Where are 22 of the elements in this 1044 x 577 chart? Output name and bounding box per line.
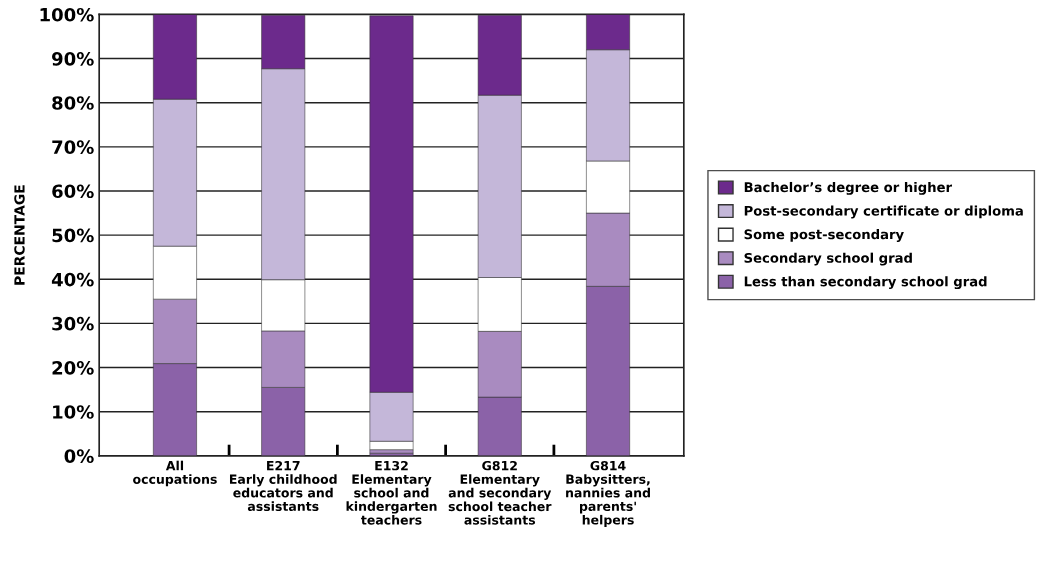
y-tick-label: 30%: [52, 316, 94, 331]
y-tick-label: 100%: [40, 7, 94, 22]
x-tick-label: All occupations: [133, 460, 217, 487]
y-tick-label: 50%: [52, 228, 94, 243]
y-tick-label: 90%: [52, 52, 94, 66]
y-tick-label: 70%: [52, 140, 94, 154]
legend-label: Some post-secondary: [744, 229, 904, 242]
x-tick-label: E217 Early childhood educators and assistants: [230, 460, 337, 512]
legend-label: Post-secondary certificate or diploma: [744, 205, 1023, 219]
x-tick-label: G814 Babysitters, nannies and parents' helpers: [566, 460, 650, 527]
x-tick-label: E132 Elementary school and kindergarten teachers: [346, 460, 437, 525]
legend-label: Secondary school grad: [744, 252, 912, 266]
y-tick-label: 60%: [52, 184, 94, 199]
y-tick-label: 20%: [52, 361, 94, 375]
y-axis-title: PERCENTAGE: [14, 185, 25, 285]
y-tick-label: 0%: [64, 449, 94, 463]
legend-label: Less than secondary school grad: [744, 276, 987, 290]
x-tick-label: G812 Elementary and secondary school teacher assistants: [448, 460, 552, 525]
y-tick-label: 10%: [53, 405, 94, 419]
legend-label: Bachelor’s degree or higher: [744, 181, 952, 195]
y-tick-label: 80%: [52, 96, 94, 110]
y-tick-label: 40%: [51, 272, 94, 287]
